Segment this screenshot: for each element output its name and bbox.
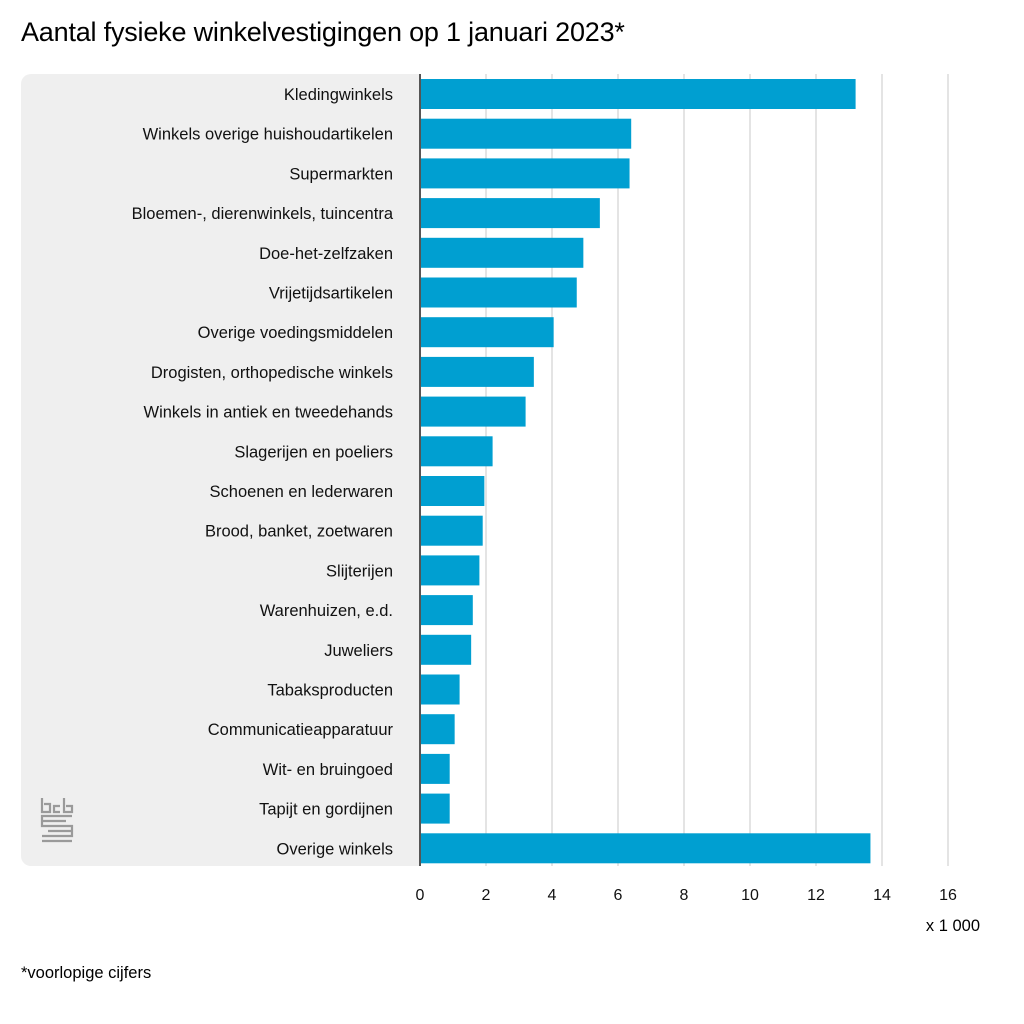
bar — [420, 317, 554, 348]
category-label: Kledingwinkels — [284, 86, 393, 104]
bar — [420, 436, 493, 467]
category-label: Wit- en bruingoed — [263, 761, 393, 779]
bar — [420, 118, 632, 149]
category-label: Overige winkels — [277, 840, 393, 858]
bar — [420, 753, 450, 784]
x-axis-unit-label: x 1 000 — [925, 917, 980, 935]
bar — [420, 555, 480, 586]
category-label: Schoenen en lederwaren — [210, 483, 393, 501]
x-tick-label: 12 — [807, 887, 825, 904]
gridlines — [485, 74, 949, 866]
bar — [420, 714, 455, 745]
x-tick-label: 16 — [939, 887, 957, 904]
category-label: Brood, banket, zoetwaren — [205, 523, 393, 541]
category-label: Slagerijen en poeliers — [234, 443, 393, 461]
x-tick-label: 8 — [680, 887, 689, 904]
category-label: Winkels overige huishoudartikelen — [143, 126, 393, 144]
bar — [420, 79, 856, 109]
x-tick-label: 4 — [548, 887, 557, 904]
x-tick-label: 10 — [741, 887, 759, 904]
bar — [420, 356, 534, 387]
bar — [420, 277, 577, 308]
bars — [420, 79, 871, 864]
bar — [420, 833, 871, 864]
bar — [420, 515, 483, 546]
cbs-logo-icon — [40, 796, 74, 849]
bar — [420, 674, 460, 705]
category-label: Doe-het-zelfzaken — [259, 245, 393, 263]
category-label: Drogisten, orthopedische winkels — [151, 364, 393, 382]
chart-title: Aantal fysieke winkelvestigingen op 1 ja… — [21, 17, 625, 47]
category-label: Slijterijen — [326, 562, 393, 580]
bar — [420, 198, 600, 229]
category-label: Vrijetijdsartikelen — [269, 285, 393, 303]
x-tick-label: 2 — [482, 887, 491, 904]
bar — [420, 793, 450, 824]
category-label: Warenhuizen, e.d. — [260, 602, 393, 620]
x-axis-ticks: 0 2 4 6 8 10 12 14 16 — [416, 887, 957, 904]
bar — [420, 237, 584, 268]
category-label: Juweliers — [324, 642, 393, 660]
category-label: Tapijt en gordijnen — [259, 801, 393, 819]
bar — [420, 158, 630, 189]
category-label: Tabaksproducten — [267, 682, 393, 700]
category-label: Overige voedingsmiddelen — [198, 324, 393, 342]
bar — [420, 634, 472, 665]
bar — [420, 476, 485, 506]
category-label: Bloemen-, dierenwinkels, tuincentra — [132, 205, 394, 223]
bar — [420, 396, 526, 427]
category-label: Supermarkten — [289, 165, 393, 183]
category-panel — [21, 74, 421, 866]
x-tick-label: 14 — [873, 887, 891, 904]
x-tick-label: 6 — [614, 887, 623, 904]
footnote: *voorlopige cijfers — [21, 964, 152, 982]
category-labels: Kledingwinkels Winkels overige huishoudar… — [132, 86, 394, 858]
x-tick-label: 0 — [416, 887, 425, 904]
bar — [420, 595, 473, 626]
category-label: Communicatieapparatuur — [208, 721, 394, 739]
category-label: Winkels in antiek en tweedehands — [144, 404, 393, 422]
